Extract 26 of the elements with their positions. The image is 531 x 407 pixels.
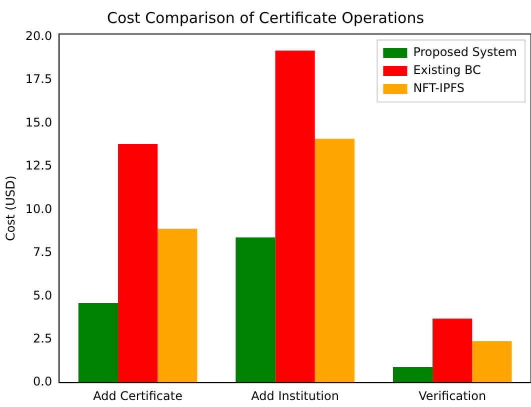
bar xyxy=(432,318,472,383)
y-axis-title: Cost (USD) xyxy=(3,176,18,242)
y-tick-label: 5.0 xyxy=(33,288,52,302)
y-tick-label: 0.0 xyxy=(33,374,52,389)
y-tick-label: 12.5 xyxy=(25,158,52,173)
x-tick-label: Add Certificate xyxy=(93,388,182,403)
y-tick-label: 20.0 xyxy=(25,28,52,43)
bar xyxy=(236,237,276,383)
x-tick-label: Add Institution xyxy=(251,388,339,403)
bar xyxy=(392,367,433,383)
bar xyxy=(472,341,512,383)
y-tick-label: 15.0 xyxy=(25,115,52,130)
bar xyxy=(314,138,354,383)
bar xyxy=(158,228,198,383)
legend-label: NFT-IPFS xyxy=(413,81,464,96)
legend-label: Proposed System xyxy=(413,45,517,60)
bar xyxy=(78,303,118,383)
y-tick-label: 7.5 xyxy=(33,245,52,260)
y-tick-label: 10.0 xyxy=(25,202,52,216)
y-tick-label: 2.5 xyxy=(33,331,52,346)
bar xyxy=(118,144,158,383)
chart-title: Cost Comparison of Certificate Operations xyxy=(106,8,424,27)
x-tick-label: Verification xyxy=(418,388,486,403)
y-tick-label: 17.5 xyxy=(25,72,52,86)
legend-label: Existing BC xyxy=(413,63,481,78)
bar xyxy=(275,50,315,383)
